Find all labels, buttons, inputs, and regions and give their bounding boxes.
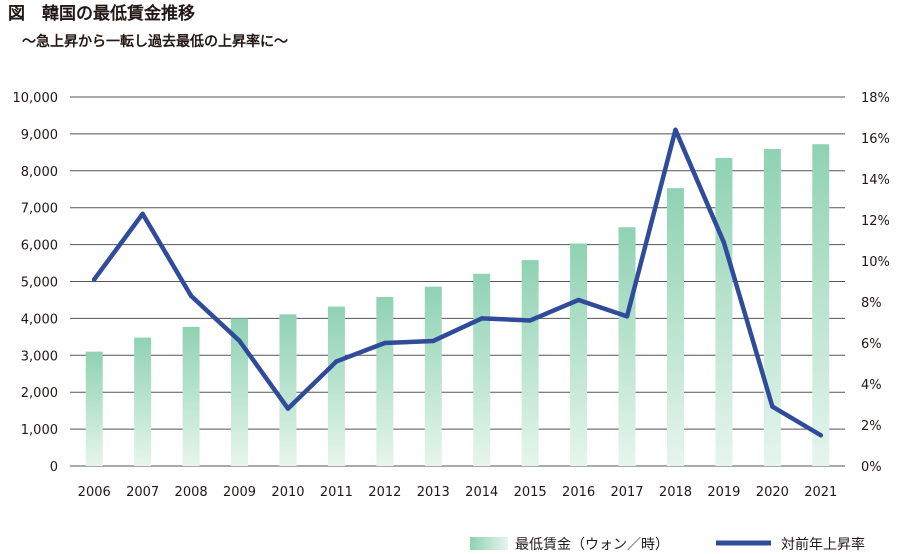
bar [763, 149, 781, 467]
y-right-tick-label: 12% [861, 214, 890, 229]
y-left-tick-label: 1,000 [21, 423, 58, 438]
y-left-tick-label: 10,000 [13, 91, 59, 106]
bar [85, 351, 103, 466]
y-left-tick-label: 0 [50, 460, 58, 475]
x-tick-label: 2020 [756, 485, 789, 500]
x-tick-label: 2013 [417, 485, 450, 500]
line-point [188, 293, 194, 299]
y-left-tick-label: 4,000 [21, 312, 58, 327]
bar [521, 260, 539, 466]
y-right-tick-label: 16% [861, 132, 890, 147]
x-tick-label: 2018 [659, 485, 692, 500]
bar [473, 273, 491, 466]
x-tick-label: 2006 [78, 485, 111, 500]
y-left-tick-label: 6,000 [21, 239, 58, 254]
line-point [673, 127, 678, 132]
bar [666, 188, 684, 466]
y-right-tick-label: 4% [861, 378, 882, 393]
line-point [527, 318, 533, 323]
series-line [91, 127, 824, 438]
line-point [479, 316, 484, 321]
legend-bar-label: 最低賃金（ウォン／時） [515, 537, 669, 553]
right-axis-ticks: 0% 2% 4% 6% 8% 10% 12% 14% 16% 18% [861, 91, 890, 475]
bar [715, 157, 733, 466]
x-tick-label: 2015 [514, 485, 547, 500]
x-axis-ticks: 2006 2007 2008 2009 2010 2011 2012 2013 2014 2015… [78, 485, 838, 500]
y-right-tick-label: 10% [861, 255, 890, 270]
bar [182, 326, 200, 466]
legend: 最低賃金（ウォン／時） 対前年上昇率 [470, 536, 865, 553]
x-tick-label: 2009 [223, 485, 256, 500]
bar [424, 286, 442, 466]
x-tick-label: 2007 [126, 485, 159, 500]
y-left-tick-label: 7,000 [21, 202, 58, 217]
y-left-tick-label: 3,000 [21, 349, 58, 364]
legend-line-label: 対前年上昇率 [781, 536, 865, 553]
bar [812, 144, 830, 466]
y-left-tick-label: 5,000 [21, 276, 58, 291]
line-point [237, 338, 242, 344]
bar [279, 314, 297, 466]
y-left-tick-label: 2,000 [21, 386, 58, 401]
bar [618, 227, 636, 466]
y-right-tick-label: 6% [861, 337, 882, 352]
y-left-tick-label: 8,000 [21, 165, 58, 180]
line-series [91, 127, 824, 438]
x-tick-label: 2021 [804, 485, 837, 500]
bar [134, 337, 152, 466]
y-right-tick-label: 14% [861, 173, 890, 188]
line-point [818, 433, 823, 438]
line-point [576, 297, 581, 303]
y-right-tick-label: 18% [861, 91, 890, 106]
line-point [721, 240, 727, 245]
bar-series [85, 144, 830, 467]
line-point [770, 404, 775, 409]
x-tick-label: 2008 [175, 485, 208, 500]
line-point [140, 211, 145, 217]
chart-header: 図 韓国の最低賃金推移 〜急上昇から一転し過去最低の上昇率に〜 [8, 2, 288, 52]
x-tick-label: 2010 [271, 485, 304, 500]
legend-bar-swatch [470, 537, 508, 550]
line-point [431, 338, 436, 344]
x-tick-label: 2017 [610, 485, 643, 500]
y-right-tick-label: 8% [861, 296, 882, 311]
left-axis-ticks: 0 1,000 2,000 3,000 4,000 5,000 6,000 7,000 8,00… [13, 91, 59, 475]
x-tick-label: 2014 [465, 485, 498, 500]
x-tick-label: 2016 [562, 485, 595, 500]
y-right-tick-label: 2% [861, 419, 882, 434]
chart-title: 図 韓国の最低賃金推移 [8, 4, 195, 24]
line-point [285, 406, 291, 411]
line-point [624, 314, 630, 319]
x-tick-label: 2012 [368, 485, 401, 500]
y-left-tick-label: 9,000 [21, 128, 58, 143]
y-right-tick-label: 0% [861, 460, 882, 475]
line-point [334, 359, 339, 364]
bar [327, 306, 345, 466]
bar [376, 296, 394, 466]
line-point [382, 340, 388, 346]
line-point [92, 277, 97, 282]
x-tick-label: 2019 [707, 485, 740, 500]
bar [570, 243, 588, 466]
x-tick-label: 2011 [320, 485, 353, 500]
chart-subtitle: 〜急上昇から一転し過去最低の上昇率に〜 [22, 34, 288, 50]
bar [231, 318, 249, 466]
